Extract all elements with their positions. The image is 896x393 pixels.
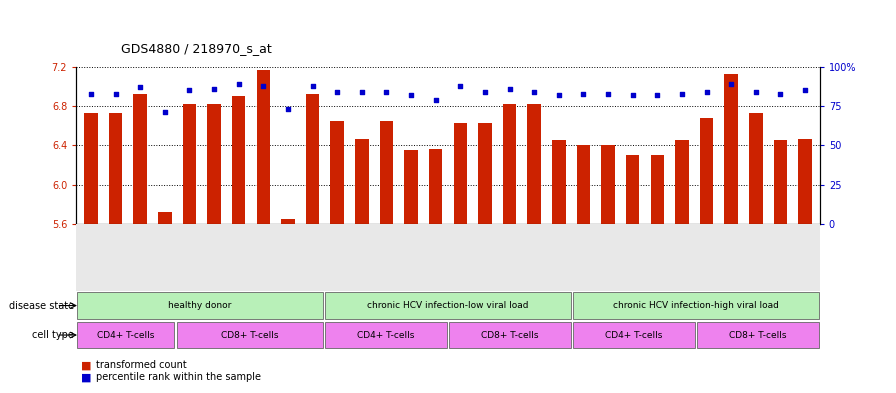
Bar: [449, 322, 571, 348]
Bar: [503, 104, 516, 224]
Bar: [331, 121, 344, 224]
Point: [625, 92, 640, 98]
Bar: [798, 138, 812, 224]
Bar: [232, 96, 246, 224]
Bar: [601, 145, 615, 224]
Point: [576, 90, 590, 97]
Text: CD4+ T-cells: CD4+ T-cells: [605, 331, 663, 340]
Point: [280, 106, 295, 112]
Bar: [177, 322, 323, 348]
Point: [478, 89, 492, 95]
Text: disease state: disease state: [9, 301, 74, 310]
Bar: [573, 292, 819, 319]
Point: [527, 89, 541, 95]
Point: [182, 87, 196, 94]
Bar: [552, 140, 565, 224]
Text: ■: ■: [81, 360, 91, 371]
Text: ■: ■: [81, 372, 91, 382]
Bar: [77, 292, 323, 319]
Text: chronic HCV infection-high viral load: chronic HCV infection-high viral load: [613, 301, 779, 310]
Point: [601, 90, 616, 97]
Text: GDS4880 / 218970_s_at: GDS4880 / 218970_s_at: [121, 42, 271, 55]
Point: [379, 89, 393, 95]
Bar: [183, 104, 196, 224]
Point: [453, 83, 468, 89]
Bar: [453, 123, 467, 224]
Point: [552, 92, 566, 98]
Text: cell type: cell type: [32, 330, 74, 340]
Bar: [773, 140, 788, 224]
Bar: [725, 73, 738, 224]
Point: [207, 86, 221, 92]
Bar: [700, 118, 713, 224]
Text: transformed count: transformed count: [96, 360, 186, 371]
Bar: [84, 113, 98, 224]
Point: [749, 89, 763, 95]
Text: percentile rank within the sample: percentile rank within the sample: [96, 372, 261, 382]
Bar: [281, 219, 295, 224]
Point: [503, 86, 517, 92]
Bar: [256, 70, 270, 224]
Bar: [207, 104, 220, 224]
Point: [108, 90, 123, 97]
Point: [231, 81, 246, 87]
Bar: [577, 145, 590, 224]
Bar: [325, 292, 571, 319]
Text: CD4+ T-cells: CD4+ T-cells: [97, 331, 154, 340]
Bar: [676, 140, 689, 224]
Point: [404, 92, 418, 98]
Bar: [478, 123, 492, 224]
Bar: [697, 322, 819, 348]
Bar: [626, 155, 640, 224]
Point: [83, 90, 98, 97]
Bar: [650, 155, 664, 224]
Text: CD8+ T-cells: CD8+ T-cells: [481, 331, 538, 340]
Point: [798, 87, 813, 94]
Point: [700, 89, 714, 95]
Bar: [749, 113, 762, 224]
Bar: [573, 322, 694, 348]
Point: [158, 109, 172, 116]
Text: CD8+ T-cells: CD8+ T-cells: [729, 331, 787, 340]
Point: [256, 83, 271, 89]
Bar: [429, 149, 443, 224]
Bar: [77, 322, 174, 348]
Point: [675, 90, 689, 97]
Bar: [404, 150, 418, 224]
Text: CD4+ T-cells: CD4+ T-cells: [358, 331, 415, 340]
Point: [306, 83, 320, 89]
Bar: [134, 94, 147, 224]
Point: [133, 84, 147, 90]
Text: healthy donor: healthy donor: [168, 301, 232, 310]
Text: chronic HCV infection-low viral load: chronic HCV infection-low viral load: [367, 301, 529, 310]
Bar: [325, 322, 447, 348]
Bar: [355, 138, 368, 224]
Point: [724, 81, 738, 87]
Point: [428, 97, 443, 103]
Point: [355, 89, 369, 95]
Bar: [380, 121, 393, 224]
Text: CD8+ T-cells: CD8+ T-cells: [221, 331, 279, 340]
Point: [330, 89, 344, 95]
Bar: [528, 104, 541, 224]
Bar: [108, 113, 123, 224]
Bar: [158, 212, 171, 224]
Bar: [306, 94, 319, 224]
Point: [650, 92, 665, 98]
Point: [773, 90, 788, 97]
